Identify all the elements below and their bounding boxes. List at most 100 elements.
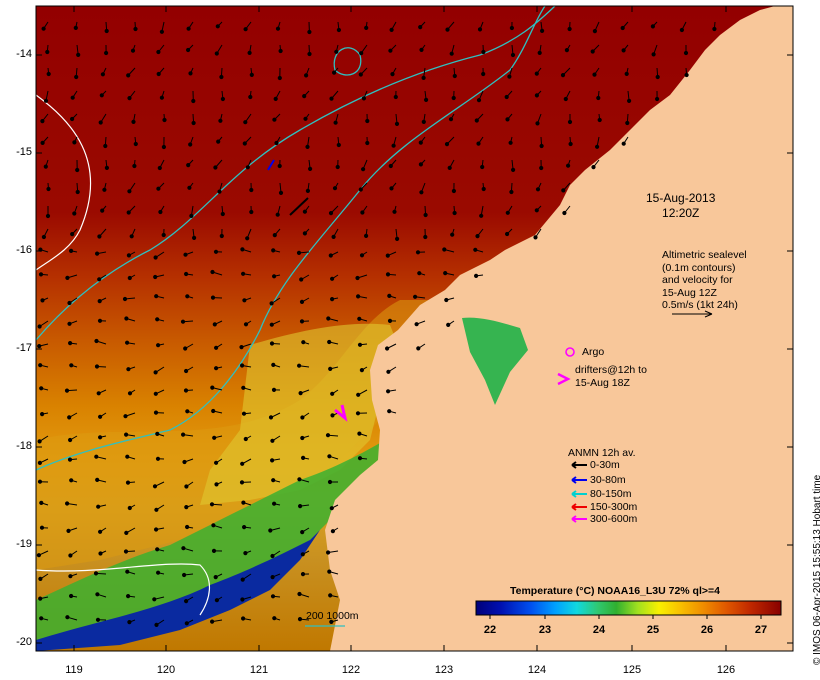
velocity-arrow-head xyxy=(567,26,572,32)
velocity-arrow-head xyxy=(621,48,626,53)
velocity-arrow-head xyxy=(332,186,338,191)
velocity-arrow-head xyxy=(214,366,219,371)
velocity-arrow-head xyxy=(76,52,81,58)
velocity-arrow-head xyxy=(297,477,302,482)
velocity-arrow-head xyxy=(419,190,424,195)
velocity-arrow-head xyxy=(186,26,191,31)
velocity-arrow-head xyxy=(183,252,188,257)
velocity-arrow-head xyxy=(213,165,218,170)
lon-label: 121 xyxy=(249,664,269,676)
velocity-arrow-head xyxy=(75,167,80,173)
velocity-arrow-head xyxy=(358,72,363,77)
velocity-arrow-head xyxy=(69,478,74,483)
velocity-arrow-head xyxy=(268,415,274,420)
velocity-arrow-head xyxy=(365,140,370,146)
velocity-arrow-head xyxy=(161,144,166,150)
velocity-arrow-head xyxy=(153,370,158,375)
velocity-arrow-head xyxy=(39,616,44,621)
land-inlet xyxy=(462,317,528,405)
velocity-arrow-head xyxy=(70,232,75,237)
velocity-arrow-head xyxy=(275,26,281,31)
velocity-arrow-head xyxy=(299,299,305,304)
drifters-line: drifters@12h to xyxy=(575,364,647,376)
velocity-arrow-head xyxy=(504,94,509,100)
velocity-arrow-head xyxy=(102,187,107,192)
velocity-arrow-head xyxy=(443,271,448,276)
velocity-arrow-head xyxy=(357,456,363,461)
velocity-arrow-head xyxy=(302,231,307,236)
velocity-arrow-head xyxy=(510,52,516,58)
velocity-arrow-head xyxy=(413,294,418,299)
velocity-arrow-head xyxy=(185,294,190,299)
velocity-arrow-head xyxy=(184,505,189,510)
velocity-arrow-head xyxy=(38,363,43,368)
velocity-arrow-head xyxy=(98,120,103,125)
velocity-arrow-head xyxy=(300,415,305,420)
velocity-arrow-head xyxy=(162,117,167,123)
velocity-arrow-head xyxy=(621,141,626,146)
velocity-arrow-head xyxy=(298,391,303,396)
isobath-contour xyxy=(36,94,91,271)
velocity-arrow-head xyxy=(38,596,43,601)
velocity-arrow-head xyxy=(272,274,277,279)
lon-label: 124 xyxy=(527,664,547,676)
velocity-arrow-head xyxy=(355,275,360,281)
velocity-arrow-head xyxy=(330,297,335,302)
velocity-arrow-head xyxy=(243,322,249,327)
coastal-green xyxy=(36,440,385,651)
velocity-arrow-head xyxy=(562,210,567,216)
velocity-scale-arrow xyxy=(672,310,713,318)
velocity-arrow-head xyxy=(155,431,160,436)
velocity-arrow-head xyxy=(359,51,364,56)
velocity-arrow-head xyxy=(684,72,689,78)
velocity-arrow-head xyxy=(414,322,419,327)
velocity-arrow-head xyxy=(624,71,629,77)
velocity-arrow-head xyxy=(99,93,104,98)
velocity-arrow-head xyxy=(269,322,274,327)
velocity-arrow-head xyxy=(418,25,423,30)
lon-label: 126 xyxy=(716,664,736,676)
velocity-arrow-head xyxy=(269,301,274,306)
velocity-arrow-head xyxy=(66,528,71,534)
velocity-arrow-head xyxy=(46,71,51,77)
velocity-arrow-head xyxy=(152,597,157,602)
velocity-arrow-head xyxy=(683,50,689,56)
velocity-arrow-head xyxy=(299,319,305,324)
observation-date: 15-Aug-2013 xyxy=(646,191,716,205)
velocity-arrow-head xyxy=(39,386,44,391)
velocity-arrow-head xyxy=(387,318,393,323)
velocity-arrow-head xyxy=(74,74,79,80)
velocity-arrow-head xyxy=(220,211,225,217)
velocity-arrow-head xyxy=(539,143,544,149)
velocity-arrow-head xyxy=(187,185,192,190)
velocity-arrow-head xyxy=(68,437,73,443)
velocity-arrow-head xyxy=(508,140,513,145)
velocity-arrow-head xyxy=(650,24,656,29)
velocity-arrow-head xyxy=(357,316,362,321)
velocity-arrow-head xyxy=(278,48,283,54)
velocity-arrow-head xyxy=(592,29,598,34)
velocity-arrow-head xyxy=(449,51,454,56)
velocity-arrow-head xyxy=(98,529,103,534)
velocity-arrow-head xyxy=(534,93,540,98)
velocity-arrow-head xyxy=(361,96,366,101)
sealevel-contour xyxy=(36,6,556,341)
lon-label: 123 xyxy=(434,664,454,676)
velocity-arrow-head xyxy=(450,232,455,237)
velocity-arrow-head xyxy=(130,48,136,53)
velocity-arrow-head xyxy=(474,273,479,278)
velocity-arrow-head xyxy=(272,233,277,238)
velocity-arrow-head xyxy=(534,71,539,76)
velocity-arrow-head xyxy=(155,456,161,461)
velocity-arrow-head xyxy=(359,253,365,258)
velocity-arrow-head xyxy=(93,571,99,576)
velocity-arrow-head xyxy=(387,409,392,414)
velocity-arrow-head xyxy=(184,368,189,374)
altimetry-line: 0.5m/s (1kt 24h) xyxy=(662,299,738,311)
velocity-arrow-head xyxy=(325,433,331,438)
velocity-arrow-head xyxy=(240,597,245,602)
velocity-arrow-head xyxy=(188,142,193,147)
velocity-arrow-head xyxy=(68,553,73,558)
velocity-arrow-head xyxy=(98,414,103,419)
